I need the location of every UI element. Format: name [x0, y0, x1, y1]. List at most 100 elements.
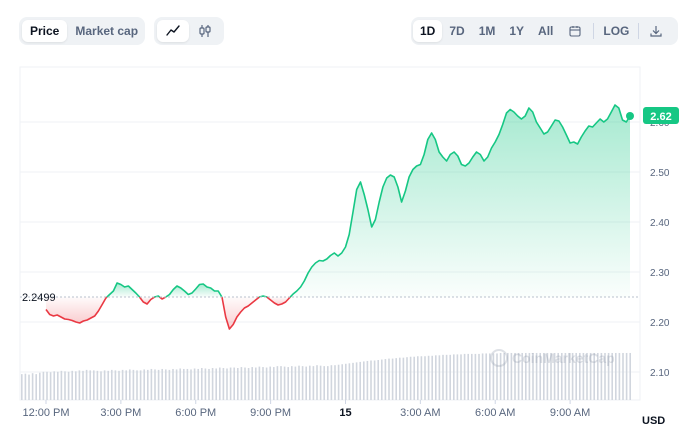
- price-line-down: [45, 296, 108, 324]
- volume-bar: [39, 372, 41, 400]
- line-chart-icon[interactable]: [157, 20, 189, 42]
- range-1m-button[interactable]: 1M: [478, 24, 496, 38]
- volume-bar: [363, 361, 365, 400]
- volume-bar: [204, 368, 207, 400]
- volume-bar: [420, 356, 423, 400]
- volume-bar: [244, 367, 246, 400]
- price-line-down: [221, 296, 260, 330]
- volume-bar: [154, 369, 156, 400]
- volume-bar: [615, 352, 617, 400]
- x-tick-label: 6:00 PM: [175, 407, 216, 419]
- volume-bar: [82, 370, 84, 400]
- volume-bar: [93, 370, 95, 400]
- volume-bar: [618, 352, 621, 400]
- current-price-label: 2.62: [650, 111, 671, 123]
- volume-bar: [316, 365, 318, 400]
- volume-bar: [35, 374, 37, 400]
- candlestick-icon[interactable]: [189, 20, 221, 42]
- volume-bar: [211, 368, 214, 400]
- volume-bar: [622, 352, 624, 400]
- volume-bar: [136, 370, 138, 400]
- volume-bar: [21, 374, 23, 400]
- range-1y-button[interactable]: 1Y: [509, 24, 525, 38]
- volume-bar: [370, 360, 372, 400]
- volume-bar: [625, 352, 628, 400]
- volume-bar: [280, 366, 282, 400]
- market-cap-tab[interactable]: Market cap: [75, 24, 139, 38]
- x-tick-label: 9:00 AM: [550, 407, 590, 419]
- volume-bar: [125, 370, 127, 400]
- volume-bar: [201, 368, 203, 400]
- volume-bar: [111, 369, 113, 400]
- volume-bar: [543, 352, 545, 400]
- volume-bar: [359, 361, 361, 400]
- volume-bar: [478, 353, 480, 400]
- volume-bar: [301, 366, 304, 400]
- range-all-button[interactable]: All: [538, 24, 554, 38]
- volume-bar: [489, 353, 491, 400]
- volume-bar: [406, 357, 408, 400]
- volume-bar: [215, 368, 217, 400]
- range-7d-button[interactable]: 7D: [449, 24, 465, 38]
- calendar-icon[interactable]: [560, 20, 590, 42]
- volume-bar: [568, 352, 570, 400]
- volume-bar: [197, 368, 199, 400]
- volume-bar: [481, 353, 484, 400]
- volume-bar: [348, 363, 351, 400]
- volume-bar: [517, 352, 520, 400]
- current-price-dot: [626, 112, 634, 120]
- volume-bar: [553, 352, 556, 400]
- volume-bar: [46, 371, 48, 400]
- plot-frame: [19, 66, 641, 401]
- volume-bar: [503, 352, 505, 400]
- volume-bar: [103, 370, 106, 400]
- price-line-up: [153, 295, 161, 298]
- log-scale-button[interactable]: LOG: [603, 24, 630, 38]
- volume-bar: [600, 352, 603, 400]
- volume-bar: [611, 352, 613, 400]
- volume-bar: [345, 363, 347, 400]
- chart-type-toggle: [154, 17, 224, 45]
- download-icon[interactable]: [642, 20, 670, 42]
- volume-bar: [75, 371, 77, 400]
- volume-bar: [492, 353, 495, 400]
- volume-bar: [305, 366, 307, 400]
- volume-bar: [427, 355, 430, 400]
- volume-bar: [132, 369, 135, 400]
- price-line-down: [138, 296, 155, 305]
- volume-bar: [604, 352, 606, 400]
- price-line-down: [159, 296, 167, 300]
- volume-bar: [49, 372, 52, 400]
- volume-bar: [528, 352, 531, 400]
- watermark: CoinMarketCap: [490, 349, 615, 367]
- volume-bar: [424, 356, 426, 400]
- volume-bar: [593, 352, 595, 400]
- toolbar-divider: [593, 23, 595, 39]
- volume-bar: [373, 360, 376, 400]
- volume-bar: [499, 352, 502, 400]
- volume-bar: [507, 352, 509, 400]
- volume-bar: [186, 368, 189, 400]
- volume-bar: [525, 352, 527, 400]
- volume-bar: [287, 367, 289, 400]
- volume-bar: [64, 371, 66, 400]
- volume-bar: [471, 353, 473, 400]
- volume-bar: [449, 354, 451, 400]
- volume-bar: [237, 368, 239, 400]
- volume-bar: [179, 368, 181, 400]
- volume-bar: [561, 352, 563, 400]
- volume-bar: [139, 370, 142, 400]
- price-tab[interactable]: Price: [22, 20, 68, 42]
- volume-bar: [193, 368, 196, 400]
- volume-bar: [352, 362, 354, 400]
- volume-bar: [535, 352, 538, 400]
- volume-bar: [53, 371, 55, 400]
- volume-bar: [147, 369, 149, 400]
- current-price-tag: 2.62: [643, 107, 679, 124]
- volume-bar: [453, 354, 455, 400]
- volume-bar: [24, 373, 27, 400]
- volume-bar: [107, 370, 109, 400]
- range-1d-button[interactable]: 1D: [413, 20, 443, 42]
- volume-bar: [31, 373, 34, 400]
